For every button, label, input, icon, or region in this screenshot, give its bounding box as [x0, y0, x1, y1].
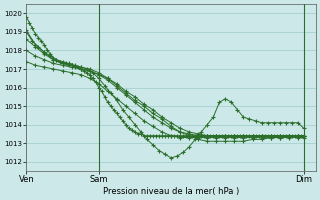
- X-axis label: Pression niveau de la mer( hPa ): Pression niveau de la mer( hPa ): [103, 187, 239, 196]
